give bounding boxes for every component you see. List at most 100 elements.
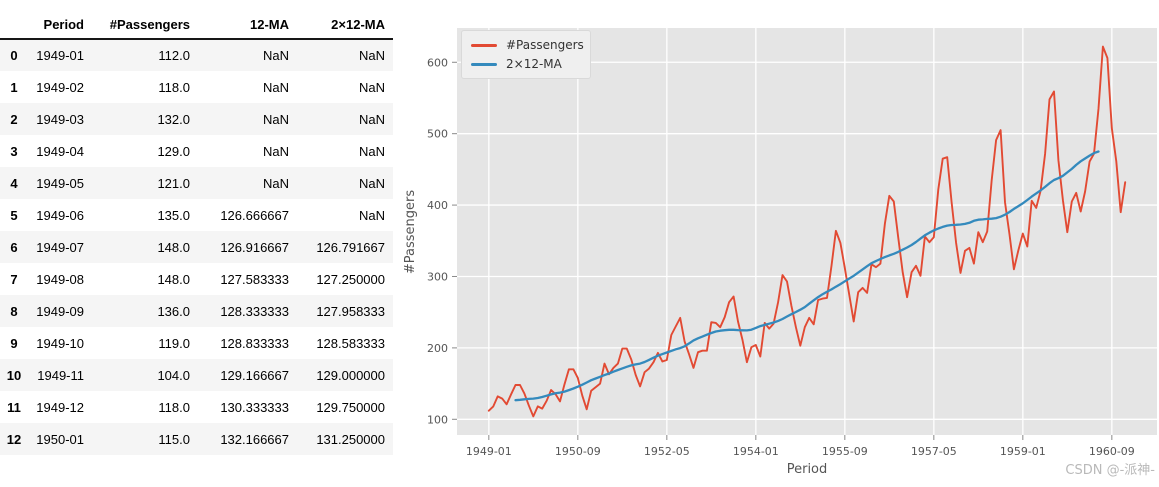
table-cell: 1949-02 [36,79,84,95]
table-cell: 118.0 [158,399,190,415]
table-cell: 128.583333 [316,335,385,351]
table-row: 7 1949-08 148.0 127.583333 127.250000 [0,263,393,295]
table-cell: NaN [262,175,289,191]
plot-background [457,28,1157,435]
legend-item-passengers: #Passengers [471,38,584,52]
table-cell: NaN [358,207,385,223]
index-column-header [0,10,28,40]
table-cell: 1949-06 [36,207,84,223]
x-tick-label: 1949-01 [466,445,512,458]
table-cell: NaN [262,48,289,63]
table-cell: 127.958333 [316,303,385,319]
table-cell: 112.0 [158,48,190,63]
column-header-passengers: #Passengers [92,10,198,40]
table-cell: NaN [358,79,385,95]
table-row: 11 1949-12 118.0 130.333333 129.750000 [0,391,393,423]
column-header-12ma: 12-MA [198,10,297,40]
table-row: 0 1949-01 112.0 NaN NaN [0,39,393,71]
csdn-watermark: CSDN @-派神- [1065,463,1155,478]
dataframe-table: Period #Passengers 12-MA 2×12-MA 0 1949-0… [0,10,393,455]
table-cell: 126.666667 [220,207,289,223]
table-cell: NaN [262,79,289,95]
chart-legend: #Passengers 2×12-MA [461,30,591,79]
table-cell: 128.833333 [220,335,289,351]
table-cell: 1949-04 [36,143,84,159]
table-cell: 129.166667 [220,367,289,383]
table-cell: NaN [358,48,385,63]
table-cell: 1949-03 [36,111,84,127]
column-header-2x12ma: 2×12-MA [297,10,393,40]
table-cell: NaN [358,175,385,191]
table-cell: 1949-01 [36,48,84,63]
table-cell: NaN [262,143,289,159]
y-tick-label: 200 [427,342,448,355]
table-cell: 1949-07 [36,239,84,255]
x-tick-label: 1954-01 [733,445,779,458]
y-axis-label: #Passengers [403,190,418,274]
dataframe-panel: Period #Passengers 12-MA 2×12-MA 0 1949-0… [0,10,393,455]
table-cell: 1949-10 [36,335,84,351]
chart-figure: 100 200 300 400 500 600 1949-01 1950-09 1952-05 1… [400,0,1159,487]
table-cell: 148.0 [157,271,190,287]
table-row: 1 1949-02 118.0 NaN NaN [0,71,393,103]
row-index: 5 [10,207,18,223]
row-index: 3 [10,143,18,159]
table-cell: 118.0 [158,79,190,95]
table-cell: 1949-05 [36,175,84,191]
table-row: 8 1949-09 136.0 128.333333 127.958333 [0,295,393,327]
row-index: 9 [10,335,18,351]
table-cell: 121.0 [157,175,190,191]
row-index: 11 [7,399,21,415]
table-cell: 129.750000 [316,399,385,415]
passengers-line-swatch [471,43,497,47]
row-index: 6 [10,239,18,255]
table-cell: 135.0 [157,207,190,223]
row-index: 4 [10,175,18,191]
legend-item-2x12ma: 2×12-MA [471,57,580,71]
table-cell: 127.250000 [316,271,385,287]
passengers-line [487,45,1127,418]
y-tick-label: 500 [427,128,448,141]
legend-label-2x12ma: 2×12-MA [506,57,562,71]
table-cell: 104.0 [157,367,190,383]
row-index: 12 [6,431,22,447]
x-axis-label: Period [787,462,828,477]
header-row: Period #Passengers 12-MA 2×12-MA [0,10,393,40]
x-tick-label: 1955-09 [822,445,868,458]
table-cell: NaN [358,111,385,127]
table-row: 3 1949-04 129.0 NaN NaN [0,135,393,167]
table-cell: 1949-11 [37,367,84,383]
table-cell: 127.583333 [220,271,289,287]
table-cell: 1949-08 [36,271,84,287]
x-tick-label: 1950-09 [555,445,601,458]
row-index: 7 [10,271,18,287]
table-cell: 128.333333 [220,303,289,319]
plot-area: 100 200 300 400 500 600 1949-01 1950-09 1952-05 1… [427,28,1157,458]
ma-line-swatch [471,62,497,66]
table-cell: 126.791667 [316,239,385,255]
table-row: 10 1949-11 104.0 129.166667 129.000000 [0,359,393,391]
table-cell: 132.166667 [220,431,289,447]
table-cell: 1949-09 [36,303,84,319]
table-row: 12 1950-01 115.0 132.166667 131.250000 [0,423,393,455]
x-tick-label: 1959-01 [1000,445,1046,458]
table-cell: 119.0 [158,335,190,351]
x-tick-label: 1952-05 [644,445,690,458]
dataframe-header: Period #Passengers 12-MA 2×12-MA [0,10,393,40]
moving-average-line [514,150,1100,402]
table-cell: 129.0 [157,143,190,159]
dataframe-body: 0 1949-01 112.0 NaN NaN 1 1949-02 118.0 NaN NaN 2 1… [0,39,393,455]
table-cell: 130.333333 [220,399,289,415]
table-cell: 131.250000 [316,431,385,447]
column-header-period: Period [28,10,92,40]
table-row: 2 1949-03 132.0 NaN NaN [0,103,393,135]
legend-label-passengers: #Passengers [506,38,584,52]
x-tick-label: 1960-09 [1089,445,1135,458]
row-index: 0 [10,48,18,63]
y-tick-label: 300 [427,270,448,283]
table-cell: 115.0 [158,431,190,447]
y-tick-label: 100 [427,413,448,426]
table-cell: 136.0 [157,303,190,319]
chart-svg: 100 200 300 400 500 600 1949-01 1950-09 1952-05 1… [403,28,1157,477]
table-cell: 126.916667 [220,239,289,255]
